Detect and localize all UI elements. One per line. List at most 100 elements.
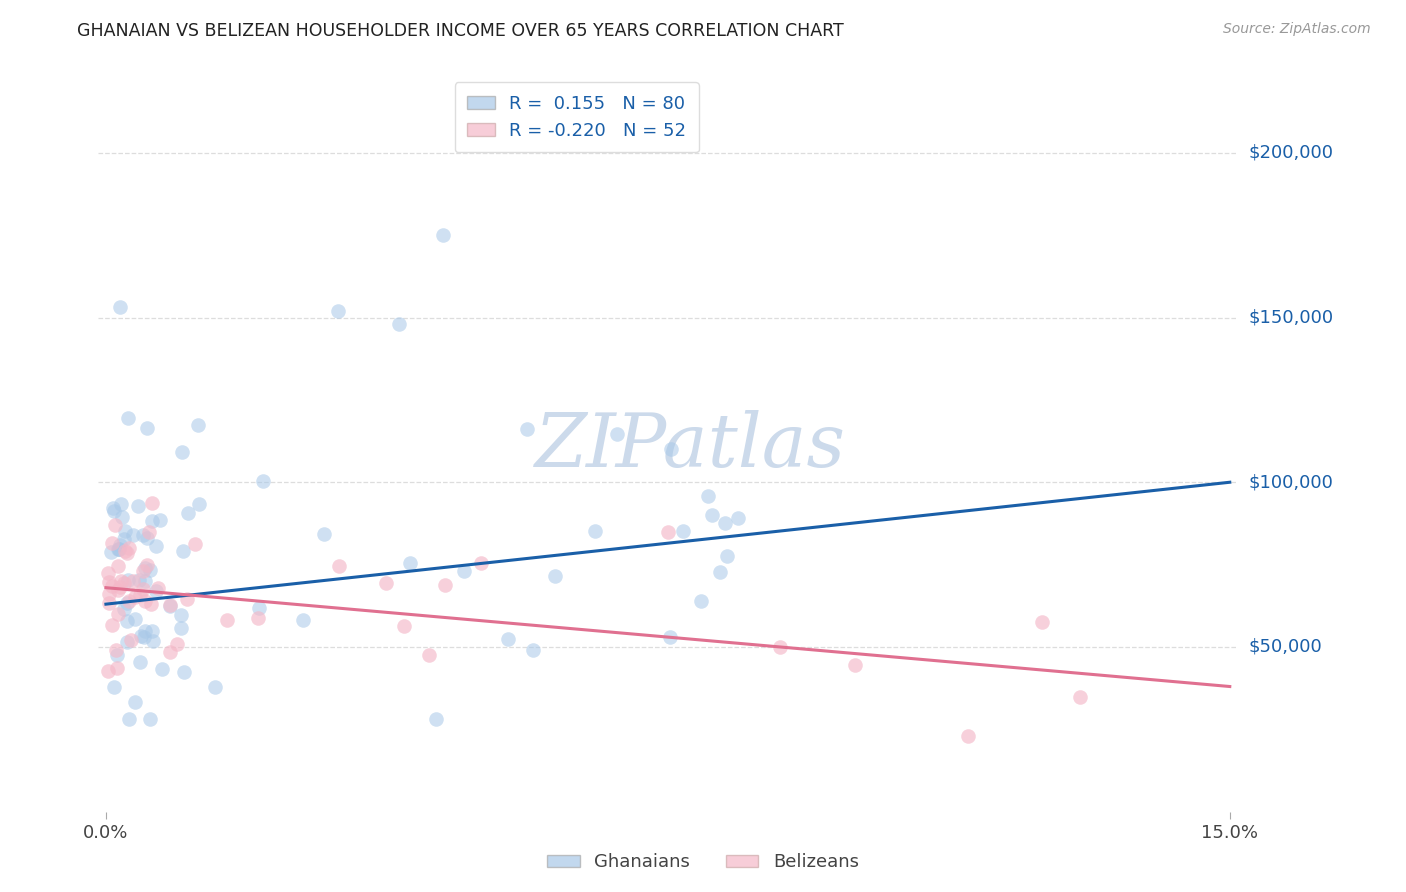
Point [388,317,411,331]
Point [399,556,422,570]
Point [392,619,415,633]
Point [146,581,169,595]
Point [97,566,120,581]
Point [516,422,538,436]
Point [107,582,129,597]
Point [110,300,132,314]
Point [111,510,134,524]
Point [105,648,128,662]
Point [135,558,157,572]
Point [134,561,156,575]
Point [432,228,454,243]
Point [141,496,163,510]
Text: $100,000: $100,000 [1249,474,1333,491]
Point [124,612,146,626]
Point [107,559,129,574]
Point [98,587,121,601]
Point [136,531,159,545]
Point [727,511,749,525]
Point [117,573,139,587]
Point [215,613,238,627]
Point [122,574,145,588]
Point [134,594,156,608]
Text: $150,000: $150,000 [1249,309,1333,326]
Point [292,613,315,627]
Point [132,528,155,542]
Point [112,601,135,615]
Point [149,513,172,527]
Point [328,304,350,318]
Point [145,584,167,599]
Point [844,658,866,673]
Text: GHANAIAN VS BELIZEAN HOUSEHOLDER INCOME OVER 65 YEARS CORRELATION CHART: GHANAIAN VS BELIZEAN HOUSEHOLDER INCOME … [77,22,844,40]
Point [453,564,475,578]
Point [134,624,156,639]
Point [176,506,198,520]
Point [110,497,132,511]
Point [159,598,181,612]
Point [124,695,146,709]
Point [141,624,163,639]
Point [114,524,136,538]
Point [672,524,695,538]
Point [690,594,713,608]
Point [145,539,167,553]
Point [135,421,157,435]
Point [132,564,155,578]
Point [118,541,141,555]
Point [115,596,138,610]
Point [121,528,143,542]
Point [150,662,173,676]
Point [956,729,979,743]
Point [97,665,120,679]
Point [103,503,125,517]
Point [716,549,738,563]
Point [138,563,160,577]
Point [112,532,135,546]
Point [696,489,718,503]
Point [141,515,163,529]
Point [129,588,152,602]
Point [138,524,160,539]
Point [139,597,162,611]
Point [104,643,127,657]
Point [252,474,274,488]
Legend: R =  0.155   N = 80, R = -0.220   N = 52: R = 0.155 N = 80, R = -0.220 N = 52 [454,82,699,153]
Point [132,630,155,644]
Point [101,579,124,593]
Point [100,618,122,632]
Point [134,574,156,588]
Point [138,713,160,727]
Point [470,556,492,570]
Point [583,524,606,538]
Point [120,632,142,647]
Point [100,535,122,549]
Text: ZIPatlas: ZIPatlas [536,409,846,483]
Point [657,524,679,539]
Point [328,558,350,573]
Point [128,573,150,587]
Point [544,569,567,583]
Point [170,445,193,459]
Point [104,517,127,532]
Point [187,497,209,511]
Point [659,630,682,644]
Point [159,599,181,613]
Point [496,632,519,647]
Point [142,633,165,648]
Point [112,575,135,590]
Point [184,537,207,551]
Point [172,544,194,558]
Point [117,410,139,425]
Legend: Ghanaians, Belizeans: Ghanaians, Belizeans [540,847,866,879]
Point [166,637,188,651]
Point [659,442,682,456]
Point [204,680,226,694]
Point [709,565,731,579]
Point [100,545,122,559]
Point [129,656,152,670]
Text: $50,000: $50,000 [1249,638,1322,656]
Point [117,614,139,628]
Point [176,592,198,607]
Point [98,597,121,611]
